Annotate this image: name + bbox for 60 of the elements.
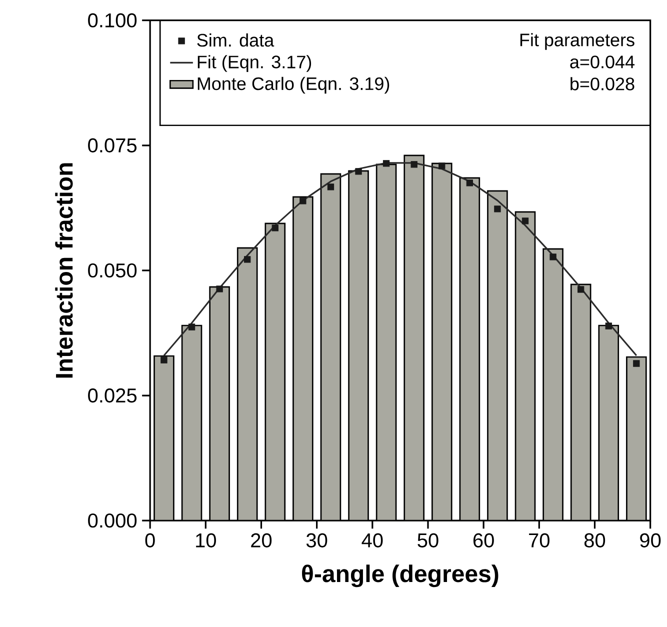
bar xyxy=(348,170,368,520)
x-tick-label: 10 xyxy=(196,533,216,548)
bar xyxy=(432,163,452,520)
legend-label: Fit (Eqn. 3.17) xyxy=(198,55,312,72)
bar xyxy=(460,178,480,520)
bar xyxy=(404,155,424,520)
y-tick-label: 0.100 xyxy=(88,13,137,28)
x-axis-title: θ-angle (degrees) xyxy=(302,564,498,587)
bar xyxy=(210,286,230,520)
point xyxy=(522,217,529,224)
point xyxy=(216,285,223,292)
bar xyxy=(154,356,174,520)
point xyxy=(188,324,196,330)
x-tick-label: 40 xyxy=(362,533,383,548)
annotation: Fit parameters xyxy=(520,32,634,50)
point xyxy=(272,224,278,232)
annotation: a=0.044 xyxy=(570,55,635,68)
point xyxy=(410,160,418,168)
x-tick-label: 0 xyxy=(145,533,155,548)
point xyxy=(327,183,334,190)
x-tick-label: 50 xyxy=(418,533,438,548)
point xyxy=(438,162,446,170)
y-tick-label: 0.050 xyxy=(88,263,137,278)
point xyxy=(550,253,556,260)
point xyxy=(466,179,474,186)
y-axis-title: Interaction fraction xyxy=(55,163,73,378)
bar xyxy=(265,223,285,520)
x-tick-label: 30 xyxy=(306,533,328,548)
bar xyxy=(293,196,313,520)
legend-label: Sim. data xyxy=(197,33,274,47)
x-tick-label: 90 xyxy=(640,533,661,548)
bar xyxy=(598,325,618,520)
point xyxy=(494,205,501,212)
bar xyxy=(516,212,535,520)
bar xyxy=(238,248,258,520)
point xyxy=(160,356,168,364)
bar xyxy=(571,284,591,520)
bar xyxy=(182,325,202,520)
annotation: b=0.028 xyxy=(570,76,634,90)
point xyxy=(244,256,251,263)
x-tick-label: 80 xyxy=(584,533,606,548)
x-tick-label: 60 xyxy=(473,533,494,548)
x-tick-label: 20 xyxy=(251,533,272,548)
point xyxy=(633,360,640,367)
point xyxy=(300,197,306,204)
bar xyxy=(376,164,396,520)
y-tick-label: 0.000 xyxy=(88,513,137,528)
bar xyxy=(320,174,340,520)
x-tick-label: 70 xyxy=(529,533,550,548)
bar xyxy=(488,190,508,520)
y-tick-label: 0.025 xyxy=(88,388,137,402)
point xyxy=(355,168,362,175)
point xyxy=(382,160,390,167)
bar xyxy=(626,356,647,520)
point xyxy=(605,322,612,330)
line-series xyxy=(163,162,638,356)
y-tick-label: 0.075 xyxy=(88,138,137,152)
legend-label: Monte Carlo (Eqn. 3.19) xyxy=(198,76,390,94)
point xyxy=(577,286,584,293)
bar xyxy=(543,248,563,520)
